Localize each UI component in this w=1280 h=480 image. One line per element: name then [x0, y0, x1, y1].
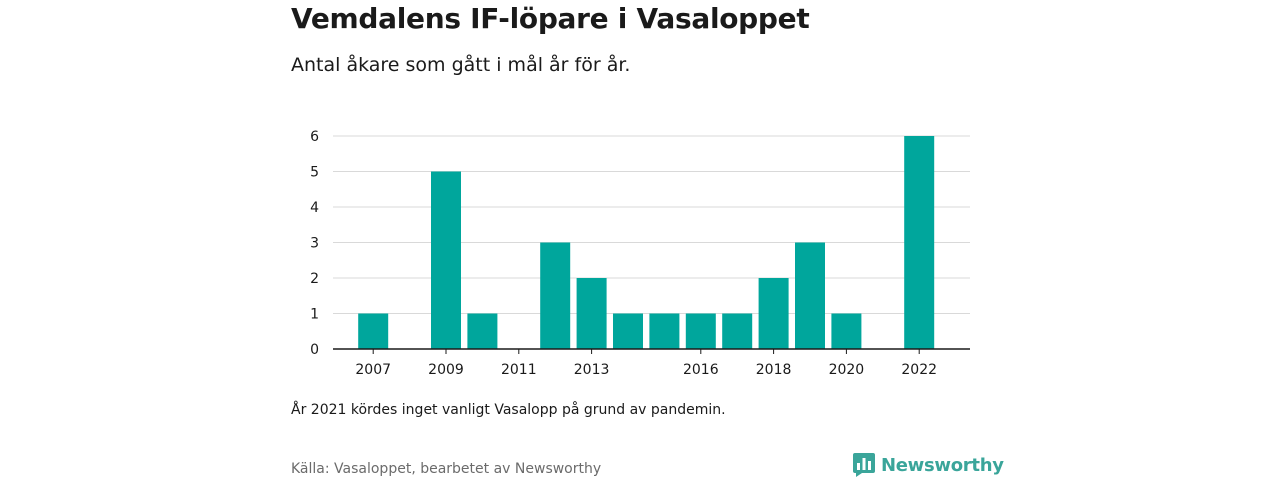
y-axis-ticks: 0 1 2 3 4 5 6 — [310, 129, 319, 358]
newsworthy-logo-icon — [853, 453, 875, 477]
x-tick-label: 2013 — [574, 362, 610, 378]
bar-2022 — [904, 136, 935, 349]
brand-name: Newsworthy — [881, 454, 1004, 476]
x-tick-label: 2009 — [428, 362, 464, 378]
y-tick-label: 3 — [310, 236, 319, 252]
bar-2009 — [431, 171, 461, 349]
y-tick-label: 1 — [310, 307, 319, 323]
x-tick-label: 2022 — [901, 362, 937, 378]
bar-2007 — [358, 313, 389, 349]
bar-chart: 0 1 2 3 4 5 6 2007 2009 2011 2013 2016 2018 2020 2022 — [310, 129, 970, 378]
source-text: Källa: Vasaloppet, bearbetet av Newswort… — [291, 461, 602, 477]
x-tick-label: 2018 — [756, 362, 792, 378]
bars — [358, 136, 935, 349]
chart-subtitle: Antal åkare som gått i mål år för år. — [291, 54, 631, 76]
y-tick-label: 0 — [310, 342, 319, 358]
bar-2019 — [795, 242, 825, 349]
grid-lines — [333, 135, 970, 314]
y-tick-label: 5 — [310, 165, 319, 181]
x-tick-label: 2011 — [501, 362, 537, 378]
bar-2015 — [649, 313, 680, 349]
bar-2012 — [540, 242, 571, 349]
bar-2017 — [722, 313, 753, 349]
y-tick-label: 2 — [310, 271, 319, 287]
bar-2016 — [685, 313, 716, 349]
bar-2010 — [467, 313, 498, 349]
x-tick-label: 2007 — [355, 362, 391, 378]
bar-2018 — [758, 278, 789, 349]
chart-title: Vemdalens IF-löpare i Vasaloppet — [291, 2, 810, 35]
x-axis-ticks: 2007 2009 2011 2013 2016 2018 2020 2022 — [355, 349, 937, 378]
x-tick-label: 2016 — [683, 362, 719, 378]
y-tick-label: 6 — [310, 129, 319, 145]
bar-2020 — [831, 313, 862, 349]
y-tick-label: 4 — [310, 200, 319, 216]
bar-2014 — [613, 313, 643, 349]
brand-logo: Newsworthy — [853, 453, 1004, 477]
bar-2013 — [576, 278, 607, 349]
x-tick-label: 2020 — [829, 362, 865, 378]
chart-note: År 2021 kördes inget vanligt Vasalopp på… — [291, 402, 726, 418]
